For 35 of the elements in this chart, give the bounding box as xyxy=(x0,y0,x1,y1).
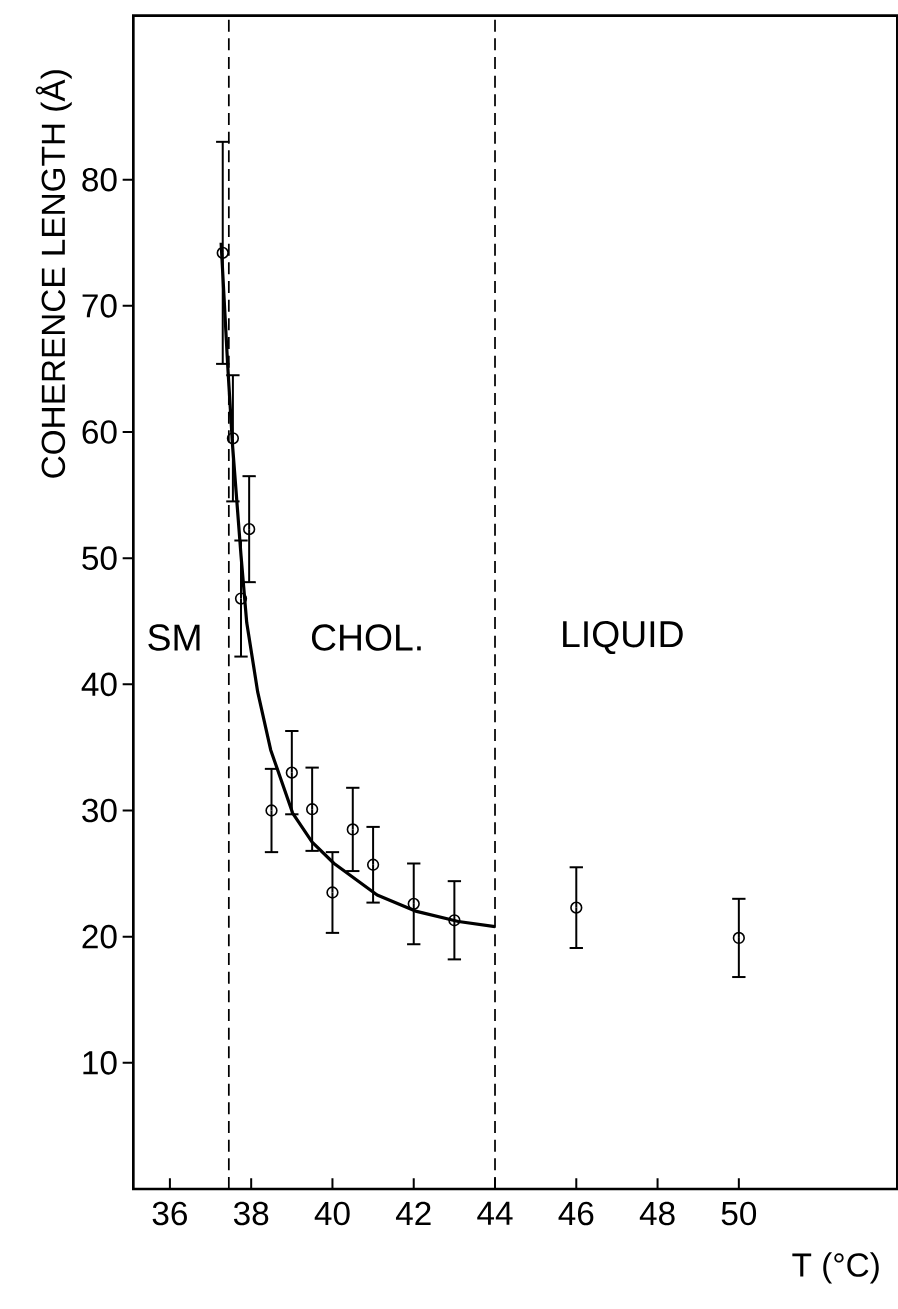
x-tick-label: 44 xyxy=(477,1201,513,1225)
point xyxy=(346,823,359,836)
point xyxy=(226,432,240,445)
y-tick-label: 60 xyxy=(82,420,117,444)
x-tick-label: 48 xyxy=(639,1201,675,1226)
x-tick-label: 46 xyxy=(558,1201,594,1226)
y-tick-label: 20 xyxy=(82,924,117,949)
point xyxy=(407,897,420,910)
x-tick-label: 42 xyxy=(395,1201,431,1225)
point xyxy=(234,592,248,605)
point xyxy=(448,914,461,927)
annotation: LIQUID xyxy=(563,620,683,655)
x-tick-label: 50 xyxy=(721,1201,757,1226)
y-axis-title: COHERENCE LENGTH (Å) xyxy=(35,70,72,478)
point xyxy=(265,804,278,817)
x-axis-title: T (°C) xyxy=(792,1252,879,1284)
point xyxy=(570,901,583,914)
point xyxy=(732,931,745,945)
y-tick-label: 70 xyxy=(82,294,117,318)
point xyxy=(216,246,229,259)
annotation: SM xyxy=(148,624,200,651)
x-tick-label: 38 xyxy=(233,1201,269,1226)
point xyxy=(243,523,256,536)
point xyxy=(326,886,339,899)
point xyxy=(366,858,380,871)
annotation: CHOL. xyxy=(311,624,421,651)
point xyxy=(306,803,319,816)
y-tick-label: 40 xyxy=(81,672,117,697)
y-tick-label: 80 xyxy=(82,167,117,192)
x-tick-label: 36 xyxy=(152,1201,187,1226)
y-tick-label: 50 xyxy=(82,546,117,570)
x-tick-label: 40 xyxy=(314,1201,350,1226)
point xyxy=(285,766,298,779)
y-tick-label: 30 xyxy=(82,798,117,823)
y-tick-label: 10 xyxy=(83,1051,117,1075)
